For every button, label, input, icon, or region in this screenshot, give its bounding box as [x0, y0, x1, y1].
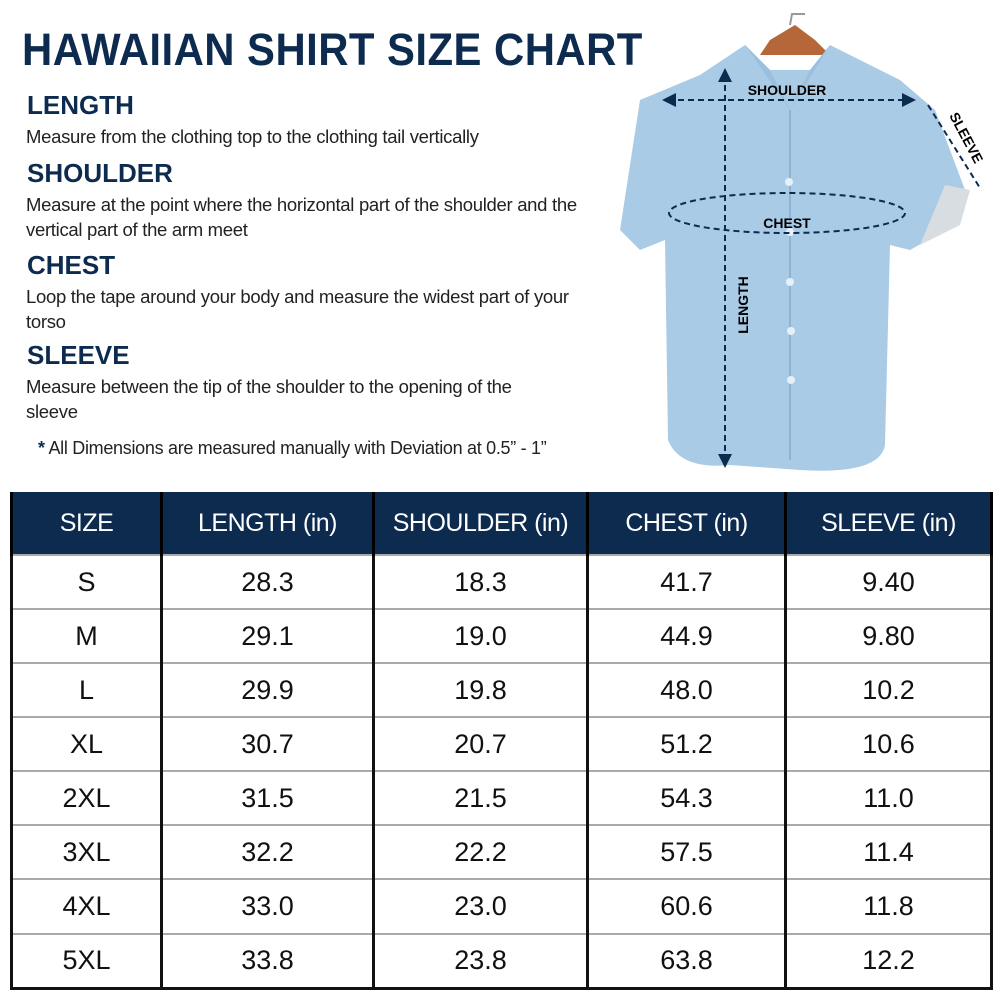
length-label: LENGTH: [735, 276, 751, 334]
cell-length: 33.0: [160, 878, 375, 934]
header-length: LENGTH (in): [160, 492, 375, 555]
cell-sleeve: 12.2: [784, 932, 993, 990]
table-row: 2XL 31.5 21.5 54.3 11.0: [10, 770, 993, 826]
table-row: S 28.3 18.3 41.7 9.40: [10, 553, 993, 610]
chest-label: CHEST: [763, 215, 811, 231]
cell-shoulder: 20.7: [372, 716, 589, 772]
cell-size: 5XL: [10, 932, 163, 990]
shoulder-description: Measure at the point where the horizonta…: [26, 194, 577, 240]
table-row: 3XL 32.2 22.2 57.5 11.4: [10, 824, 993, 880]
shoulder-heading: SHOULDER: [27, 158, 173, 188]
cell-sleeve: 10.2: [784, 662, 993, 718]
note-text: All Dimensions are measured manually wit…: [48, 438, 547, 458]
cell-shoulder: 19.8: [372, 662, 589, 718]
cell-size: 4XL: [10, 878, 163, 934]
cell-size: S: [10, 553, 163, 610]
cell-sleeve: 11.0: [784, 770, 993, 826]
table-row: 5XL 33.8 23.8 63.8 12.2: [10, 932, 993, 990]
cell-shoulder: 23.0: [372, 878, 589, 934]
shoulder-label: SHOULDER: [748, 82, 827, 98]
cell-shoulder: 19.0: [372, 608, 589, 664]
table-header-row: SIZE LENGTH (in) SHOULDER (in) CHEST (in…: [10, 492, 993, 555]
length-description: Measure from the clothing top to the clo…: [26, 126, 479, 147]
cell-chest: 60.6: [586, 878, 787, 934]
asterisk-icon: *: [38, 438, 45, 458]
cell-size: M: [10, 608, 163, 664]
size-table: SIZE LENGTH (in) SHOULDER (in) CHEST (in…: [10, 492, 993, 990]
header-sleeve: SLEEVE (in): [784, 492, 993, 555]
cell-length: 33.8: [160, 932, 375, 990]
cell-size: 3XL: [10, 824, 163, 880]
cell-size: L: [10, 662, 163, 718]
length-heading: LENGTH: [27, 90, 134, 120]
cell-chest: 57.5: [586, 824, 787, 880]
cell-sleeve: 11.8: [784, 878, 993, 934]
cell-chest: 54.3: [586, 770, 787, 826]
cell-sleeve: 9.80: [784, 608, 993, 664]
header-size: SIZE: [10, 492, 163, 555]
header-shoulder: SHOULDER (in): [372, 492, 589, 555]
shirt-diagram: SHOULDER CHEST LENGTH SLEEVE: [620, 13, 986, 471]
chest-description: Loop the tape around your body and measu…: [26, 286, 569, 332]
cell-length: 28.3: [160, 553, 375, 610]
cell-shoulder: 23.8: [372, 932, 589, 990]
cell-chest: 44.9: [586, 608, 787, 664]
page-title: HAWAIIAN SHIRT SIZE CHART: [22, 24, 643, 75]
hanger-icon: [760, 25, 830, 55]
chest-heading: CHEST: [27, 250, 116, 280]
cell-chest: 63.8: [586, 932, 787, 990]
cell-chest: 41.7: [586, 553, 787, 610]
cell-sleeve: 11.4: [784, 824, 993, 880]
table-row: XL 30.7 20.7 51.2 10.6: [10, 716, 993, 772]
header-chest: CHEST (in): [586, 492, 787, 555]
table-row: M 29.1 19.0 44.9 9.80: [10, 608, 993, 664]
cell-shoulder: 18.3: [372, 553, 589, 610]
sleeve-heading: SLEEVE: [27, 340, 130, 370]
cell-size: 2XL: [10, 770, 163, 826]
cell-chest: 48.0: [586, 662, 787, 718]
cell-length: 31.5: [160, 770, 375, 826]
cell-shoulder: 21.5: [372, 770, 589, 826]
table-row: L 29.9 19.8 48.0 10.2: [10, 662, 993, 718]
cell-sleeve: 10.6: [784, 716, 993, 772]
cell-length: 29.9: [160, 662, 375, 718]
table-row: 4XL 33.0 23.0 60.6 11.8: [10, 878, 993, 934]
deviation-note: * All Dimensions are measured manually w…: [38, 438, 547, 459]
cell-length: 32.2: [160, 824, 375, 880]
cell-length: 29.1: [160, 608, 375, 664]
cell-sleeve: 9.40: [784, 553, 993, 610]
shirt-body: [620, 45, 965, 471]
cell-shoulder: 22.2: [372, 824, 589, 880]
cell-chest: 51.2: [586, 716, 787, 772]
cell-length: 30.7: [160, 716, 375, 772]
cell-size: XL: [10, 716, 163, 772]
sleeve-description: Measure between the tip of the shoulder …: [26, 376, 512, 422]
